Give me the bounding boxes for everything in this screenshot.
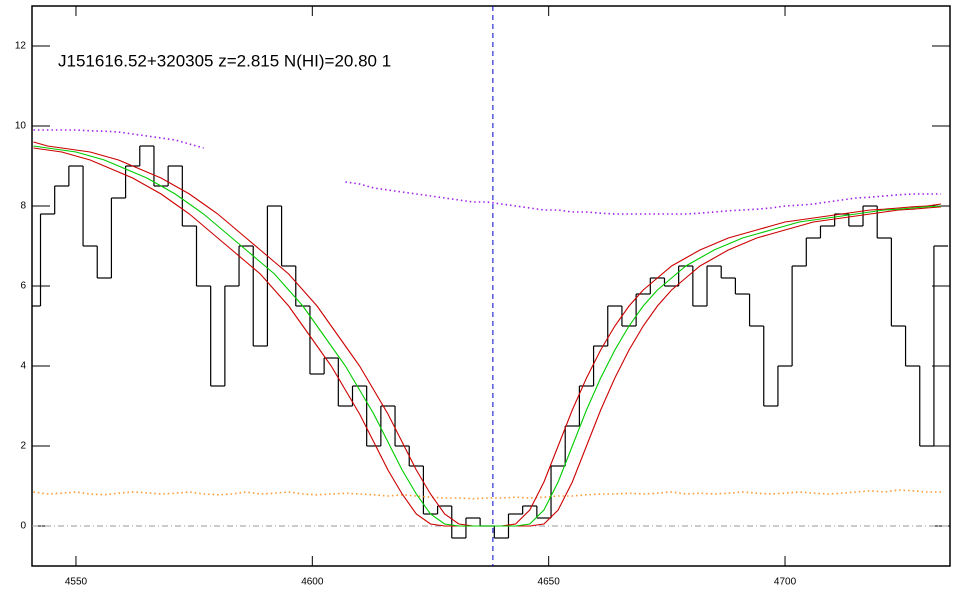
- y-tick-label: 10: [15, 121, 27, 132]
- dotted-curve: [33, 129, 942, 215]
- x-tick-label: 4550: [65, 577, 88, 588]
- dotted-curve: [33, 489, 942, 500]
- y-tick-label: 2: [20, 441, 26, 452]
- y-tick-label: 8: [20, 201, 26, 212]
- x-tick-label: 4600: [301, 577, 324, 588]
- y-tick-label: 0: [20, 521, 26, 532]
- flux-step-connectors: [39, 146, 935, 538]
- y-tick-label: 4: [20, 361, 26, 372]
- x-tick-label: 4700: [774, 577, 797, 588]
- plot-frame: [31, 5, 951, 567]
- chart-title: J151616.52+320305 z=2.815 N(HI)=20.80 1: [58, 51, 391, 70]
- model-curve: [33, 145, 942, 527]
- y-tick-label: 12: [15, 41, 27, 52]
- model-curve: [33, 147, 942, 527]
- y-tick-label: 6: [20, 281, 26, 292]
- x-tick-label: 4650: [538, 577, 561, 588]
